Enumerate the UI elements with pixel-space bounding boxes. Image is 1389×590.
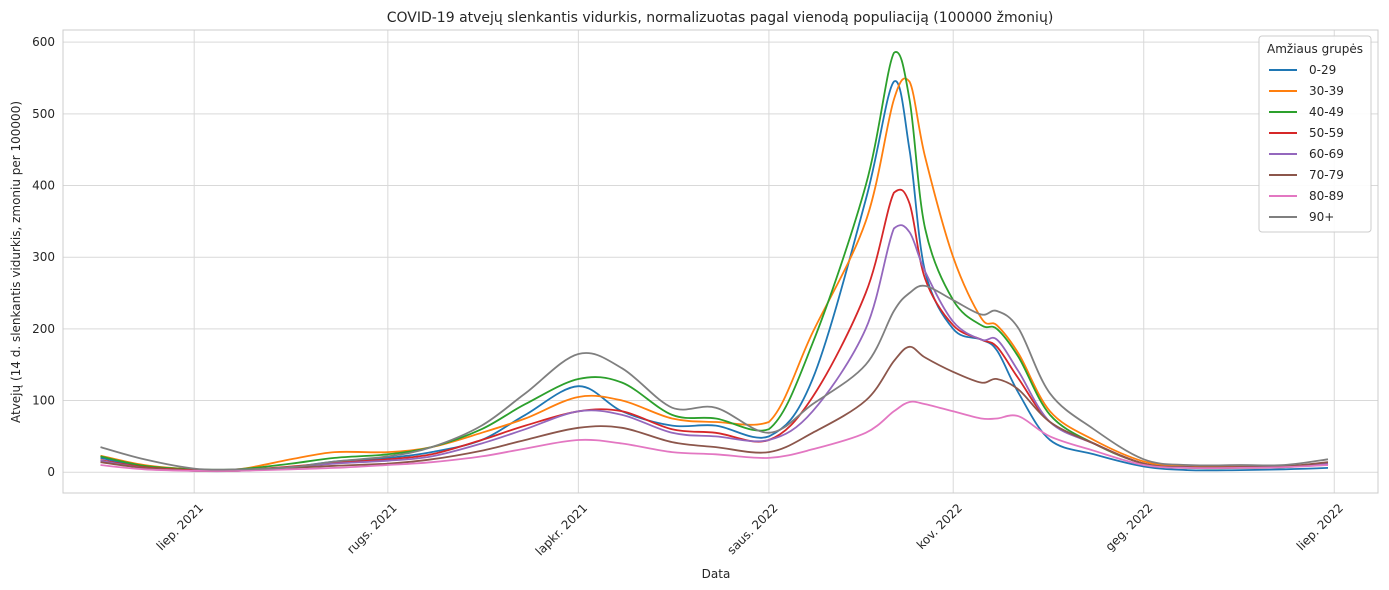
y-axis-label: Atvejų (14 d. slenkantis vidurkis, zmoni… — [9, 101, 23, 423]
legend-entry: 70-79 — [1309, 168, 1344, 182]
legend: Amžiaus grupės 0-29 30-39 40-49 50-59 60-69 70… — [1258, 35, 1372, 233]
y-tick-label: 100 — [32, 394, 55, 408]
legend-entry: 80-89 — [1309, 189, 1344, 203]
legend-box — [1258, 35, 1372, 233]
series-line-80-89 — [100, 400, 1329, 472]
series-line-70-79 — [100, 345, 1329, 473]
y-tick-label: 200 — [32, 322, 55, 336]
series-line-90+ — [100, 284, 1329, 471]
y-axis-ticks: 0 100 200 300 400 500 600 — [32, 35, 55, 479]
legend-entry: 0-29 — [1309, 63, 1336, 77]
y-tick-label: 300 — [32, 250, 55, 264]
series-line-30-39 — [100, 77, 1329, 472]
grid — [63, 30, 1378, 493]
plot-frame — [62, 29, 1379, 494]
legend-entry: 60-69 — [1309, 147, 1344, 161]
legend-entry: 90+ — [1309, 210, 1334, 224]
chart-title: COVID-19 atvejų slenkantis vidurkis, nor… — [387, 10, 1054, 26]
y-tick-label: 0 — [47, 465, 55, 479]
y-tick-label: 600 — [32, 35, 55, 49]
legend-entry: 40-49 — [1309, 105, 1344, 119]
x-axis-label: Data — [702, 567, 731, 581]
legend-entry: 50-59 — [1309, 126, 1344, 140]
y-tick-label: 500 — [32, 107, 55, 121]
legend-title: Amžiaus grupės — [1267, 42, 1363, 56]
y-tick-label: 400 — [32, 179, 55, 193]
legend-entry: 30-39 — [1309, 84, 1344, 98]
series-lines — [100, 51, 1329, 473]
